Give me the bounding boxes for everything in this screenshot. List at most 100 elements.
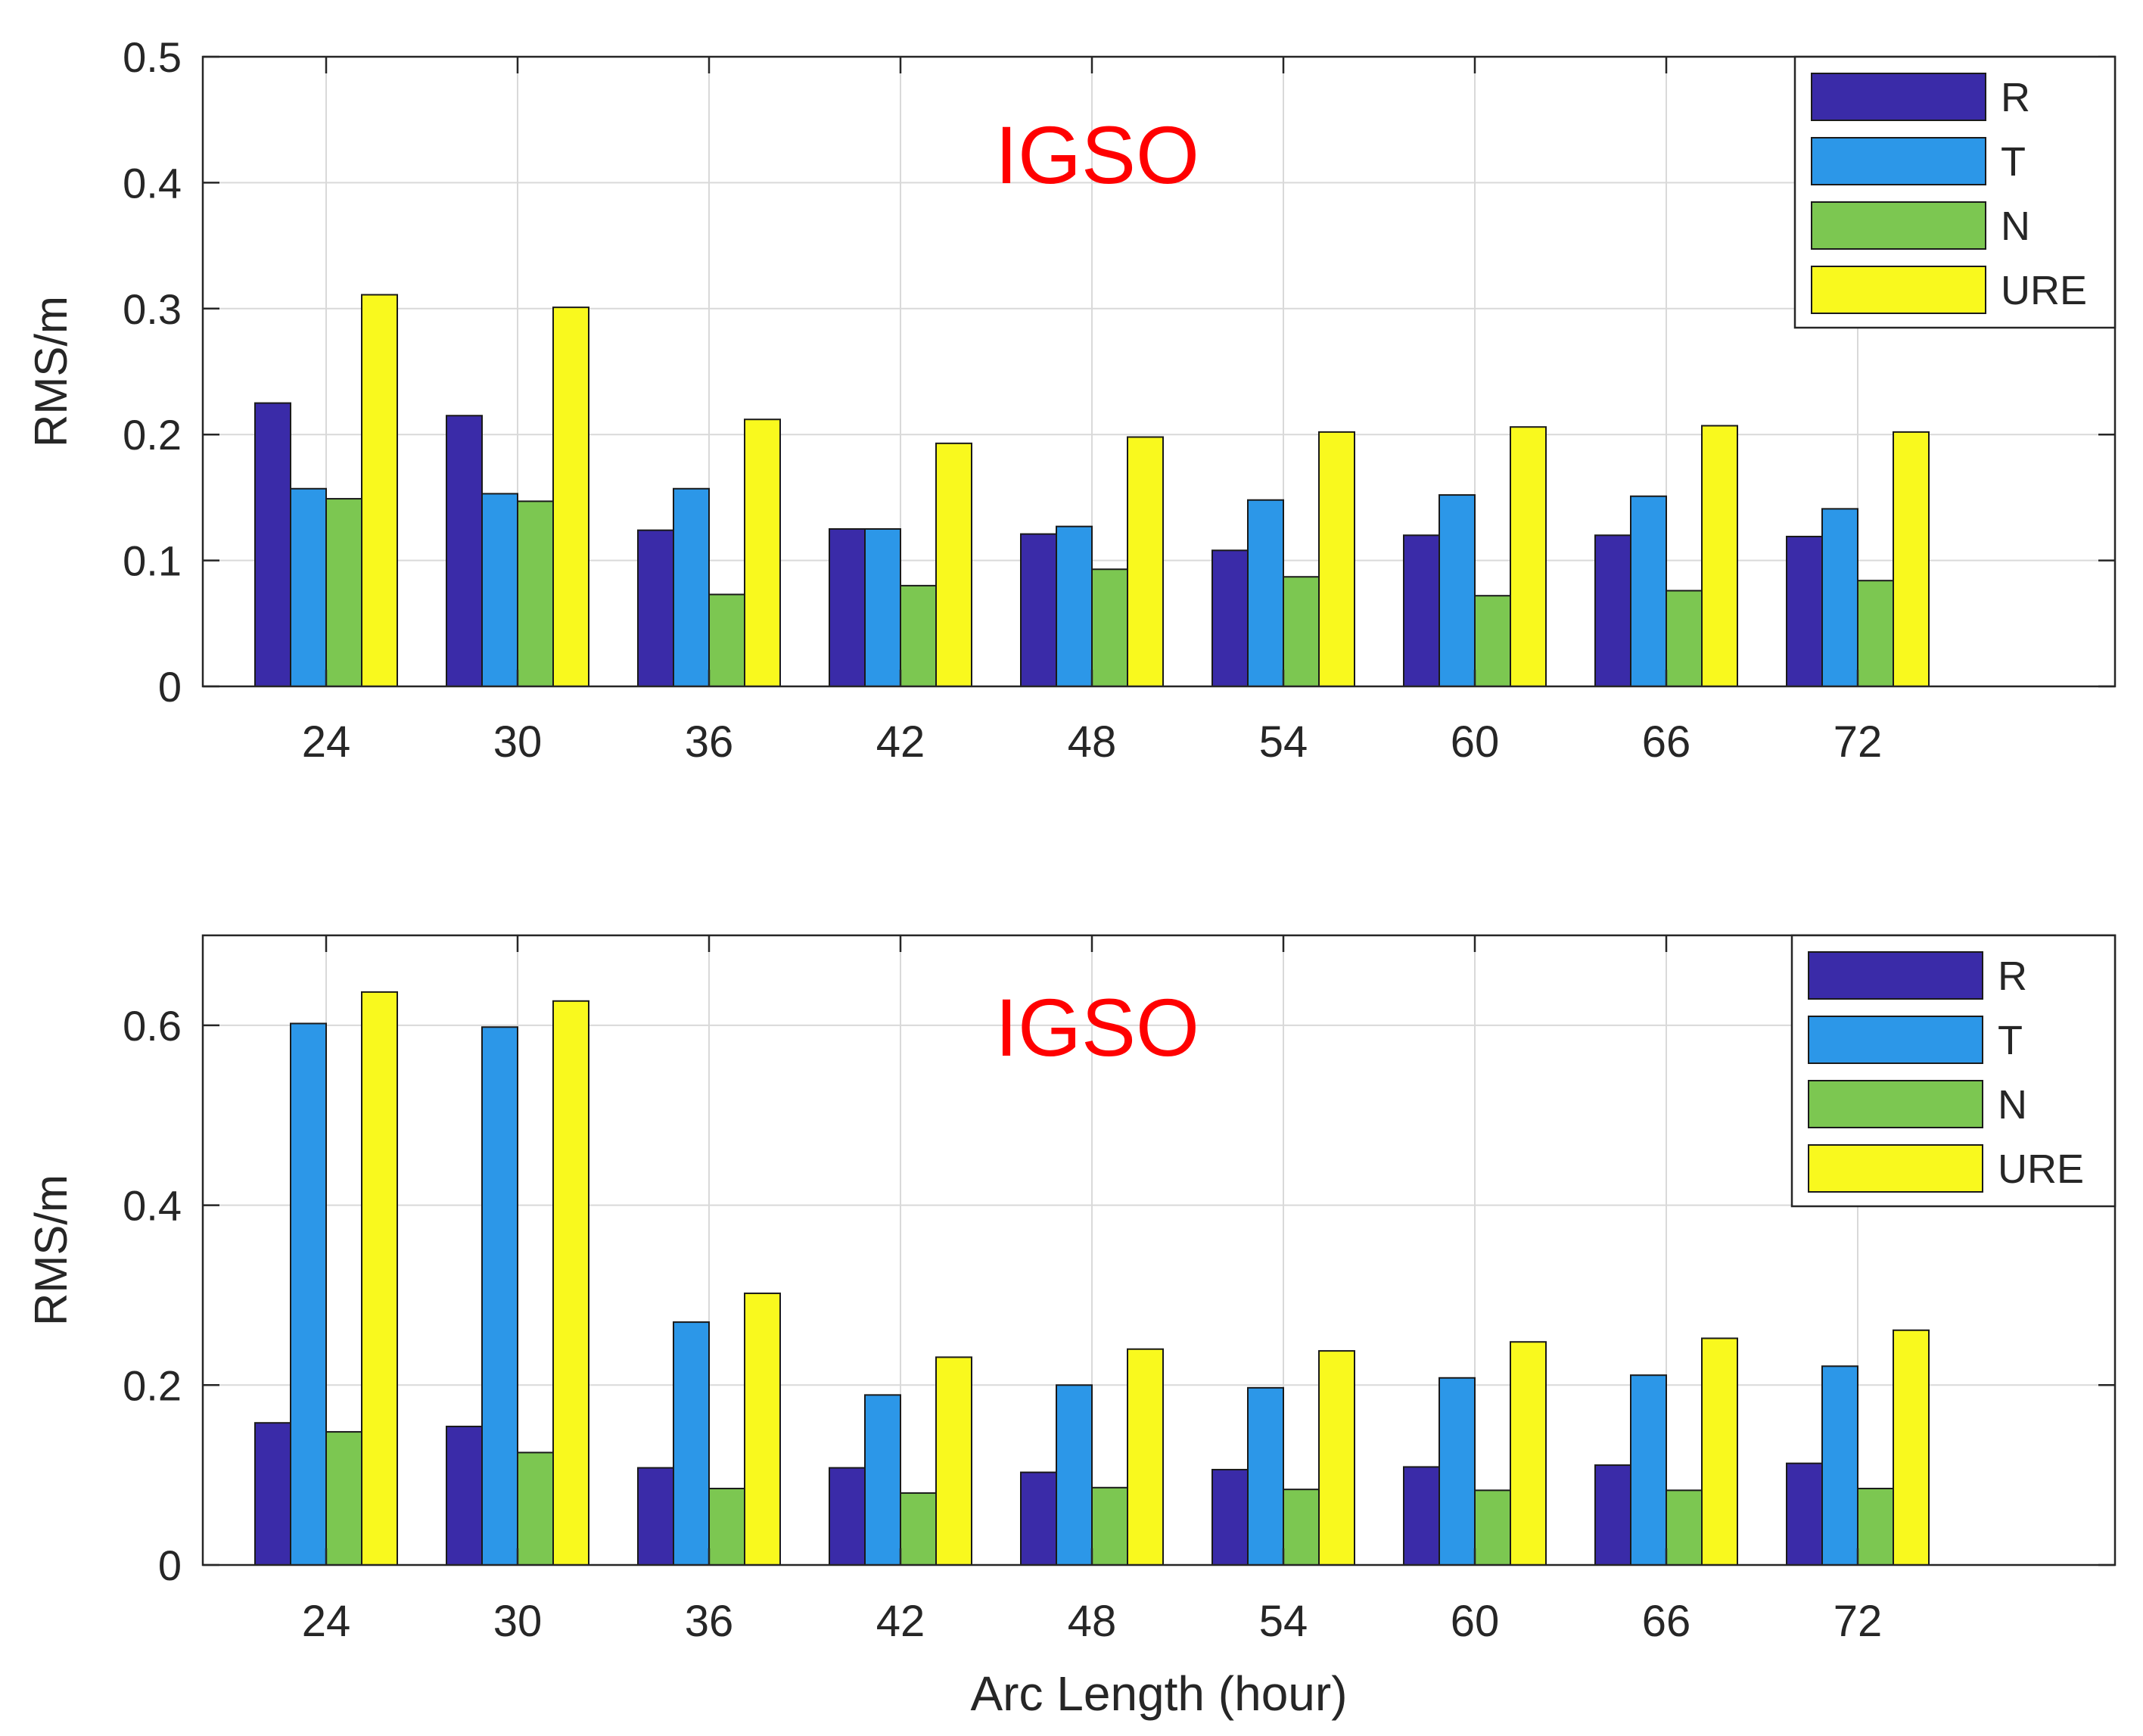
bar-n-42 — [900, 584, 937, 687]
bar-ure-60 — [1510, 426, 1547, 687]
bar-n-54 — [1283, 1489, 1320, 1566]
bar-ure-66 — [1701, 425, 1738, 687]
bar-n-30 — [517, 500, 554, 688]
bar-n-54 — [1283, 576, 1320, 687]
chart-title: IGSO — [995, 109, 1199, 201]
bar-r-42 — [829, 528, 866, 687]
bar-n-60 — [1474, 595, 1511, 688]
bar-ure-48 — [1127, 1348, 1164, 1566]
x-tick-label: 54 — [1259, 717, 1308, 767]
bar-n-48 — [1091, 1486, 1128, 1566]
bar-t-24 — [290, 1022, 327, 1566]
x-tick-label: 60 — [1451, 1597, 1500, 1646]
legend: RTN URE — [1790, 934, 2117, 1208]
x-tick-label: 42 — [876, 1597, 925, 1646]
legend-label-r: R — [1998, 954, 2027, 999]
y-tick-label: 0.6 — [123, 1002, 182, 1050]
x-tick-label: 72 — [1834, 1597, 1883, 1646]
bar-ure-30 — [552, 1000, 589, 1566]
legend-swatch-r — [1811, 73, 1986, 121]
bar-r-54 — [1211, 549, 1249, 688]
y-tick-label: 0.3 — [123, 285, 182, 333]
bar-t-66 — [1630, 495, 1667, 688]
bar-n-24 — [325, 1431, 362, 1566]
legend-label-n: N — [2001, 204, 2030, 249]
bar-n-66 — [1666, 590, 1703, 688]
bar-t-36 — [673, 487, 710, 687]
bar-r-72 — [1786, 1462, 1823, 1566]
legend-swatch-t — [1811, 137, 1986, 185]
bar-t-36 — [673, 1321, 710, 1566]
x-tick-label: 48 — [1068, 717, 1117, 767]
x-tick-label: 36 — [685, 1597, 734, 1646]
bar-n-72 — [1857, 580, 1894, 687]
x-tick-label: 24 — [302, 717, 351, 767]
x-tick-label: 24 — [302, 1597, 351, 1646]
y-tick-label: 0.4 — [123, 1182, 182, 1230]
bar-r-30 — [446, 1425, 483, 1566]
x-tick-label: 30 — [493, 1597, 543, 1646]
y-tick-label: 0.2 — [123, 1361, 182, 1409]
legend-label-ure: URE — [2001, 268, 2087, 313]
bar-ure-24 — [361, 991, 398, 1566]
bar-r-54 — [1211, 1469, 1249, 1566]
bar-r-24 — [254, 1422, 291, 1566]
axes-box — [201, 934, 2117, 1566]
bar-r-60 — [1403, 1466, 1440, 1566]
axes-box — [201, 55, 2117, 688]
y-axis-label: RMS/m — [26, 1174, 76, 1326]
bar-ure-36 — [744, 418, 781, 687]
bar-r-48 — [1020, 1471, 1057, 1566]
bar-t-30 — [481, 493, 518, 688]
bar-r-36 — [637, 1467, 674, 1566]
y-tick-label: 0.1 — [123, 537, 182, 585]
y-tick-label: 0.2 — [123, 411, 182, 459]
bar-t-60 — [1439, 1377, 1476, 1566]
legend-label-t: T — [2001, 139, 2026, 185]
bar-t-24 — [290, 487, 327, 687]
chart-title: IGSO — [995, 982, 1199, 1073]
bar-n-66 — [1666, 1489, 1703, 1566]
bar-ure-42 — [935, 442, 972, 688]
x-tick-label: 72 — [1834, 717, 1883, 767]
legend-swatch-ure — [1808, 1144, 1983, 1193]
y-axis-label: RMS/m — [26, 296, 76, 447]
y-tick-label: 0 — [158, 663, 182, 711]
bar-ure-36 — [744, 1293, 781, 1566]
bar-ure-24 — [361, 294, 398, 688]
bar-r-72 — [1786, 535, 1823, 688]
legend-label-n: N — [1998, 1082, 2027, 1128]
bar-r-42 — [829, 1467, 866, 1566]
x-tick-label: 54 — [1259, 1597, 1308, 1646]
bar-r-48 — [1020, 533, 1057, 687]
bar-t-72 — [1821, 508, 1858, 687]
x-axis-label: Arc Length (hour) — [970, 1666, 1347, 1721]
bar-t-42 — [864, 528, 901, 687]
x-tick-label: 66 — [1642, 717, 1691, 767]
bar-n-36 — [708, 1487, 745, 1566]
bar-t-72 — [1821, 1365, 1858, 1566]
bar-r-36 — [637, 529, 674, 687]
bar-n-24 — [325, 498, 362, 688]
x-tick-label: 66 — [1642, 1597, 1691, 1646]
bar-ure-42 — [935, 1356, 972, 1566]
y-tick-label: 0.4 — [123, 159, 182, 207]
y-tick-label: 0 — [158, 1542, 182, 1589]
bar-ure-54 — [1318, 431, 1355, 687]
legend-swatch-n — [1808, 1080, 1983, 1128]
bar-t-30 — [481, 1026, 518, 1566]
bar-ure-54 — [1318, 1350, 1355, 1566]
bar-t-66 — [1630, 1374, 1667, 1566]
x-tick-label: 36 — [685, 717, 734, 767]
top-panel: 0 0.1 0.2 0.3 0.4 0.5 24 30 36 42 48 54 60 66 72 RMS/m I… — [26, 33, 2117, 767]
bar-t-48 — [1056, 1384, 1093, 1566]
bar-t-42 — [864, 1394, 901, 1566]
bar-n-36 — [708, 593, 745, 688]
bar-ure-72 — [1893, 431, 1930, 687]
x-tick-label: 42 — [876, 717, 925, 767]
y-tick-label: 0.5 — [123, 33, 182, 81]
legend-label-ure: URE — [1998, 1146, 2084, 1192]
bar-n-42 — [900, 1492, 937, 1566]
bar-t-60 — [1439, 494, 1476, 688]
